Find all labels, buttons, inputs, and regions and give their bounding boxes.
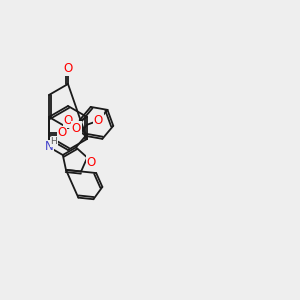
Text: O: O [94,114,103,127]
Text: O: O [57,127,67,140]
Text: O: O [72,122,81,135]
Text: N: N [45,140,53,154]
Text: O: O [63,115,73,128]
Text: O: O [63,62,73,76]
Text: O: O [87,156,96,169]
Text: H: H [51,137,57,146]
